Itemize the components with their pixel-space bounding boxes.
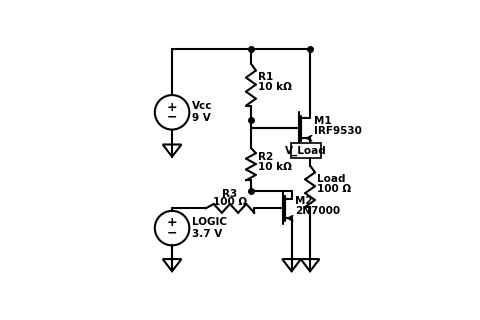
Text: V_Load: V_Load (285, 145, 326, 156)
Text: R3: R3 (222, 189, 238, 199)
Text: M1: M1 (314, 116, 331, 126)
Text: 100 Ω: 100 Ω (213, 197, 247, 207)
Text: 2N7000: 2N7000 (295, 206, 340, 216)
Text: −: − (167, 227, 177, 240)
Text: +: + (167, 101, 178, 114)
FancyBboxPatch shape (291, 143, 321, 158)
Text: Vcc: Vcc (192, 101, 212, 111)
Text: −: − (167, 111, 177, 124)
Text: 100 Ω: 100 Ω (317, 184, 351, 194)
Text: R2: R2 (258, 152, 274, 162)
Text: LOGIC: LOGIC (192, 217, 227, 227)
Text: IRF9530: IRF9530 (314, 126, 361, 136)
Text: 10 kΩ: 10 kΩ (258, 82, 292, 92)
Text: +: + (167, 216, 178, 229)
Text: R1: R1 (258, 72, 274, 82)
Text: 9 V: 9 V (192, 114, 211, 124)
Text: 3.7 V: 3.7 V (192, 229, 222, 239)
Text: 10 kΩ: 10 kΩ (258, 162, 292, 172)
Text: Load: Load (317, 174, 346, 184)
Text: M2: M2 (295, 196, 313, 206)
